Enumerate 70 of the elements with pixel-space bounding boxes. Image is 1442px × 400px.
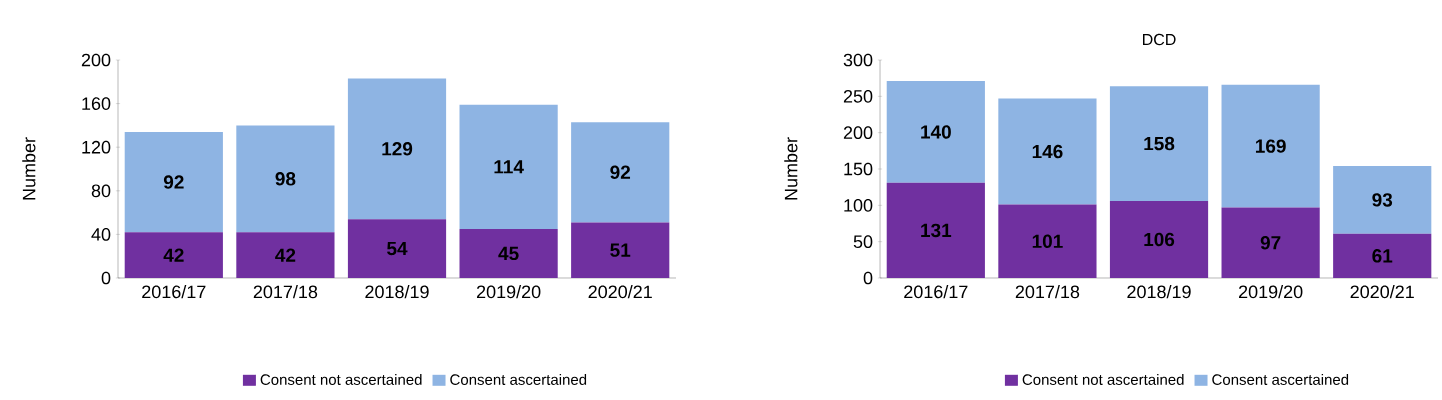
bar: [571, 222, 670, 278]
data-label: 61: [1372, 249, 1393, 263]
bar: [124, 131, 223, 233]
x-tick-label: 2019/20: [476, 284, 541, 299]
x-tick-label: 2019/20: [1239, 284, 1303, 299]
bar: [347, 78, 447, 220]
data-label: 54: [387, 241, 408, 256]
y-tick-label: 0: [101, 271, 111, 285]
data-label: 114: [494, 160, 524, 174]
y-tick-label: 300: [843, 53, 873, 67]
bar: [347, 219, 447, 278]
bar: [236, 232, 335, 278]
data-label: 101: [1032, 234, 1063, 249]
data-label: 93: [1372, 193, 1393, 207]
data-label: 92: [610, 165, 631, 179]
bar: [1221, 84, 1320, 208]
bar: [459, 104, 558, 229]
y-tick-label: 150: [844, 162, 873, 176]
legend-label: Consent not ascertained: [260, 373, 422, 385]
bar: [124, 232, 223, 278]
legend-label: Consent ascertained: [450, 373, 587, 385]
data-label: 42: [163, 248, 184, 262]
bar: [886, 182, 985, 278]
x-tick-label: 2020/21: [1350, 284, 1414, 299]
legend-label: Consent ascertained: [1212, 373, 1349, 385]
y-axis-title: Number: [784, 137, 798, 200]
data-label: 129: [382, 142, 413, 156]
data-label: 169: [1255, 139, 1286, 153]
y-tick-label: 120: [82, 140, 111, 154]
x-tick-label: 2018/19: [1127, 284, 1191, 299]
x-tick-label: 2018/19: [365, 284, 429, 299]
y-tick-label: 0: [863, 271, 873, 285]
bar: [1333, 233, 1432, 278]
data-label: 42: [275, 248, 296, 262]
chart-title: DCD: [1143, 33, 1176, 46]
bar: [998, 98, 1097, 205]
data-label: 97: [1260, 236, 1281, 250]
bar: [571, 122, 670, 223]
data-label: 106: [1144, 232, 1175, 247]
x-tick-label: 2017/18: [253, 284, 318, 299]
data-label: 98: [275, 172, 296, 186]
data-label: 140: [921, 125, 951, 139]
x-tick-label: 2016/17: [142, 284, 206, 299]
y-tick-label: 250: [843, 89, 873, 103]
y-tick-label: 160: [82, 97, 111, 110]
y-tick-label: 80: [91, 184, 111, 198]
data-label: 92: [163, 175, 184, 189]
y-tick-label: 200: [81, 53, 111, 67]
bar: [998, 204, 1097, 278]
x-tick-label: 2020/21: [588, 284, 652, 299]
bar: [236, 125, 335, 233]
data-label: 146: [1032, 144, 1063, 159]
legend-label: Consent not ascertained: [1022, 373, 1184, 385]
x-tick-label: 2016/17: [904, 284, 968, 299]
bar: [886, 81, 985, 183]
bar: [1333, 166, 1432, 234]
bar: [1109, 86, 1209, 201]
data-label: 51: [610, 243, 631, 257]
bar: [1109, 200, 1209, 278]
y-tick-label: 50: [853, 235, 873, 249]
y-tick-label: 100: [844, 198, 873, 212]
y-tick-label: 40: [91, 228, 111, 241]
data-label: 45: [498, 246, 519, 261]
y-axis-title: Number: [22, 137, 36, 200]
bar: [459, 228, 558, 278]
bar: [1221, 207, 1320, 278]
x-tick-label: 2017/18: [1015, 284, 1080, 299]
y-tick-label: 200: [843, 126, 873, 140]
data-label: 131: [921, 223, 952, 238]
data-label: 158: [1144, 136, 1175, 151]
